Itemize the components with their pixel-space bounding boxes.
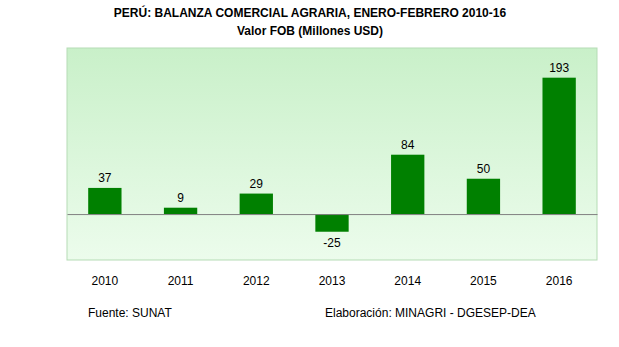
data-label: 193: [549, 61, 569, 75]
zero-line: [68, 214, 598, 215]
x-tick-label: 2011: [168, 274, 194, 288]
bar: [164, 208, 197, 214]
bar: [542, 78, 575, 214]
title: PERÚ: BALANZA COMERCIAL AGRARIA, ENERO-F…: [114, 5, 507, 20]
subtitle: Valor FOB (Millones USD): [237, 24, 383, 38]
x-tick-label: 2010: [92, 274, 119, 288]
x-tick: 2013: [319, 274, 346, 288]
data-label: -25: [323, 236, 341, 250]
x-tick-label: 2016: [546, 274, 573, 288]
bar: [315, 214, 348, 232]
data-label: 29: [250, 177, 264, 191]
x-tick: 2014: [394, 274, 421, 288]
x-tick-label: 2013: [319, 274, 346, 288]
data-label: 9: [177, 191, 184, 205]
bar: [240, 194, 273, 214]
data-label: 50: [477, 162, 491, 176]
x-tick-label: 2014: [394, 274, 421, 288]
plot-area: [67, 48, 597, 260]
data-labels: 37 9 29 -25 84 50 193: [98, 61, 569, 250]
source: Fuente: SUNAT: [88, 306, 172, 320]
bars: [88, 78, 576, 232]
data-label: 84: [401, 138, 415, 152]
bar: [88, 188, 121, 214]
chart-svg: PERÚ: BALANZA COMERCIAL AGRARIA, ENERO-F…: [0, 0, 619, 347]
bar: [467, 179, 500, 214]
x-tick: 2012: [243, 274, 270, 288]
x-tick: 2016: [546, 274, 573, 288]
x-tick: 2011: [168, 274, 194, 288]
credit: Elaboración: MINAGRI - DGESEP-DEA: [325, 306, 536, 320]
bar: [391, 155, 424, 214]
x-tick-label: 2012: [243, 274, 270, 288]
chart-container: PERÚ: BALANZA COMERCIAL AGRARIA, ENERO-F…: [0, 0, 619, 347]
x-tick: 2010: [92, 274, 119, 288]
data-label: 37: [98, 171, 112, 185]
x-tick: 2015: [470, 274, 497, 288]
x-tick-label: 2015: [470, 274, 497, 288]
x-axis: 2010 2011 2012 2013 2014 2015 2016: [68, 215, 598, 288]
